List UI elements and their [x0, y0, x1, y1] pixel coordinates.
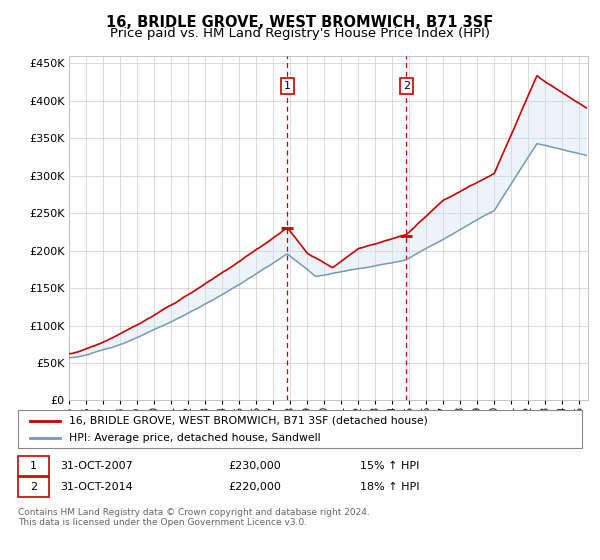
- Text: Price paid vs. HM Land Registry's House Price Index (HPI): Price paid vs. HM Land Registry's House …: [110, 27, 490, 40]
- Text: £220,000: £220,000: [228, 482, 281, 492]
- Text: HPI: Average price, detached house, Sandwell: HPI: Average price, detached house, Sand…: [69, 433, 320, 443]
- Text: Contains HM Land Registry data © Crown copyright and database right 2024.
This d: Contains HM Land Registry data © Crown c…: [18, 508, 370, 528]
- Text: 15% ↑ HPI: 15% ↑ HPI: [360, 461, 419, 471]
- Text: 18% ↑ HPI: 18% ↑ HPI: [360, 482, 419, 492]
- Text: £230,000: £230,000: [228, 461, 281, 471]
- Text: 16, BRIDLE GROVE, WEST BROMWICH, B71 3SF (detached house): 16, BRIDLE GROVE, WEST BROMWICH, B71 3SF…: [69, 416, 428, 426]
- Text: 2: 2: [30, 482, 37, 492]
- Text: 1: 1: [30, 461, 37, 471]
- Text: 16, BRIDLE GROVE, WEST BROMWICH, B71 3SF: 16, BRIDLE GROVE, WEST BROMWICH, B71 3SF: [106, 15, 494, 30]
- Text: 2: 2: [403, 81, 410, 91]
- Text: 31-OCT-2014: 31-OCT-2014: [60, 482, 133, 492]
- Text: 1: 1: [284, 81, 291, 91]
- Text: 31-OCT-2007: 31-OCT-2007: [60, 461, 133, 471]
